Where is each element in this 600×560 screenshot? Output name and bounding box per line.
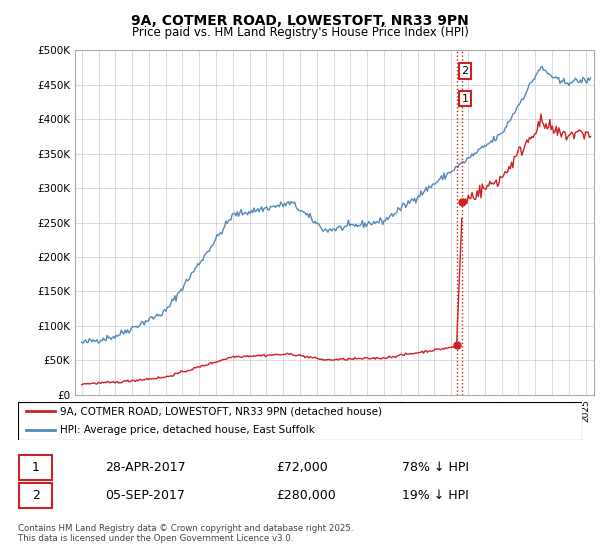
Text: 2: 2: [461, 66, 469, 76]
Text: 05-SEP-2017: 05-SEP-2017: [105, 489, 185, 502]
Text: 78% ↓ HPI: 78% ↓ HPI: [402, 461, 469, 474]
Text: £72,000: £72,000: [276, 461, 328, 474]
Text: Contains HM Land Registry data © Crown copyright and database right 2025.
This d: Contains HM Land Registry data © Crown c…: [18, 524, 353, 543]
Text: Price paid vs. HM Land Registry's House Price Index (HPI): Price paid vs. HM Land Registry's House …: [131, 26, 469, 39]
Text: 28-APR-2017: 28-APR-2017: [105, 461, 185, 474]
Text: 9A, COTMER ROAD, LOWESTOFT, NR33 9PN (detached house): 9A, COTMER ROAD, LOWESTOFT, NR33 9PN (de…: [60, 407, 382, 417]
Text: 9A, COTMER ROAD, LOWESTOFT, NR33 9PN: 9A, COTMER ROAD, LOWESTOFT, NR33 9PN: [131, 14, 469, 28]
Text: 2: 2: [32, 489, 40, 502]
Text: £280,000: £280,000: [276, 489, 336, 502]
Text: 1: 1: [461, 94, 469, 104]
Text: 19% ↓ HPI: 19% ↓ HPI: [402, 489, 469, 502]
Text: HPI: Average price, detached house, East Suffolk: HPI: Average price, detached house, East…: [60, 424, 315, 435]
Text: 1: 1: [32, 461, 40, 474]
